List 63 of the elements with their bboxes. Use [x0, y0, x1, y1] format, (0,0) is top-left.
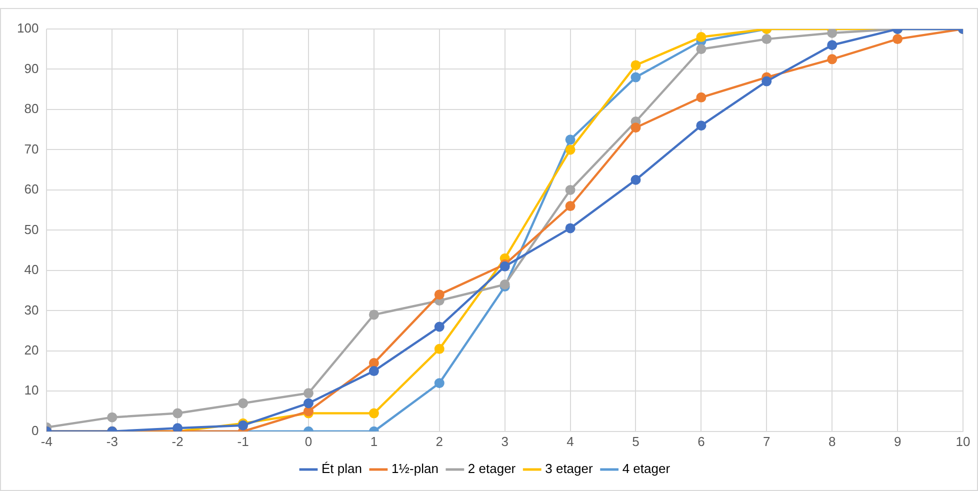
- x-tick-label: 5: [632, 434, 640, 449]
- point: [303, 388, 314, 398]
- point: [368, 366, 379, 376]
- x-tick-label: 0: [304, 434, 312, 449]
- y-tick-label: 30: [24, 302, 39, 318]
- x-tick-label: 1: [370, 434, 378, 449]
- point: [434, 378, 444, 388]
- y-tick-label: 40: [24, 262, 39, 278]
- point: [565, 201, 576, 212]
- point: [892, 34, 903, 44]
- point: [565, 184, 576, 195]
- point: [827, 54, 838, 64]
- x-tick-label: 6: [698, 434, 705, 449]
- y-tick-label: 90: [24, 60, 39, 76]
- point: [303, 398, 314, 408]
- point: [434, 290, 444, 300]
- legend-label: Ét plan: [321, 461, 362, 476]
- y-tick-label: 20: [24, 342, 39, 358]
- y-tick-label: 80: [24, 101, 39, 116]
- y-tick-label: 60: [24, 182, 39, 197]
- point: [827, 40, 838, 50]
- y-tick-label: 70: [24, 141, 39, 156]
- legend-label: 2 etager: [468, 461, 516, 476]
- point: [696, 92, 706, 102]
- legend-label: 1½-plan: [391, 461, 438, 476]
- x-tick-label: -2: [172, 434, 184, 449]
- point: [630, 72, 641, 82]
- point: [630, 60, 641, 70]
- point: [827, 29, 838, 38]
- point: [565, 144, 576, 155]
- legend-label: 4 etager: [622, 461, 671, 476]
- x-tick-label: 2: [436, 434, 444, 449]
- legend-label: 3 etager: [545, 461, 594, 476]
- y-tick-label: 0: [31, 422, 39, 438]
- point: [696, 44, 706, 54]
- y-tick-label: 100: [16, 20, 39, 36]
- point: [238, 398, 248, 408]
- point: [565, 223, 576, 234]
- point: [762, 34, 772, 44]
- x-tick-label: 4: [566, 434, 574, 449]
- point: [368, 408, 379, 418]
- x-tick-label: 9: [894, 434, 902, 449]
- point: [630, 174, 641, 185]
- point: [107, 412, 118, 422]
- point: [696, 32, 706, 42]
- x-tick-label: -3: [106, 434, 118, 449]
- x-tick-label: 7: [763, 434, 770, 449]
- x-tick-label: -4: [40, 434, 52, 449]
- point: [434, 344, 444, 354]
- point: [696, 120, 706, 131]
- point: [762, 76, 772, 86]
- x-tick-label: 10: [956, 434, 970, 449]
- point: [630, 122, 641, 133]
- point: [565, 134, 576, 145]
- point: [434, 322, 444, 332]
- point: [172, 423, 183, 432]
- point: [368, 310, 379, 320]
- y-tick-label: 50: [24, 222, 39, 237]
- x-tick-label: 8: [828, 434, 836, 449]
- x-tick-label: 3: [501, 434, 508, 449]
- point: [172, 408, 183, 418]
- x-tick-label: -1: [237, 434, 249, 449]
- y-tick-label: 10: [24, 382, 39, 398]
